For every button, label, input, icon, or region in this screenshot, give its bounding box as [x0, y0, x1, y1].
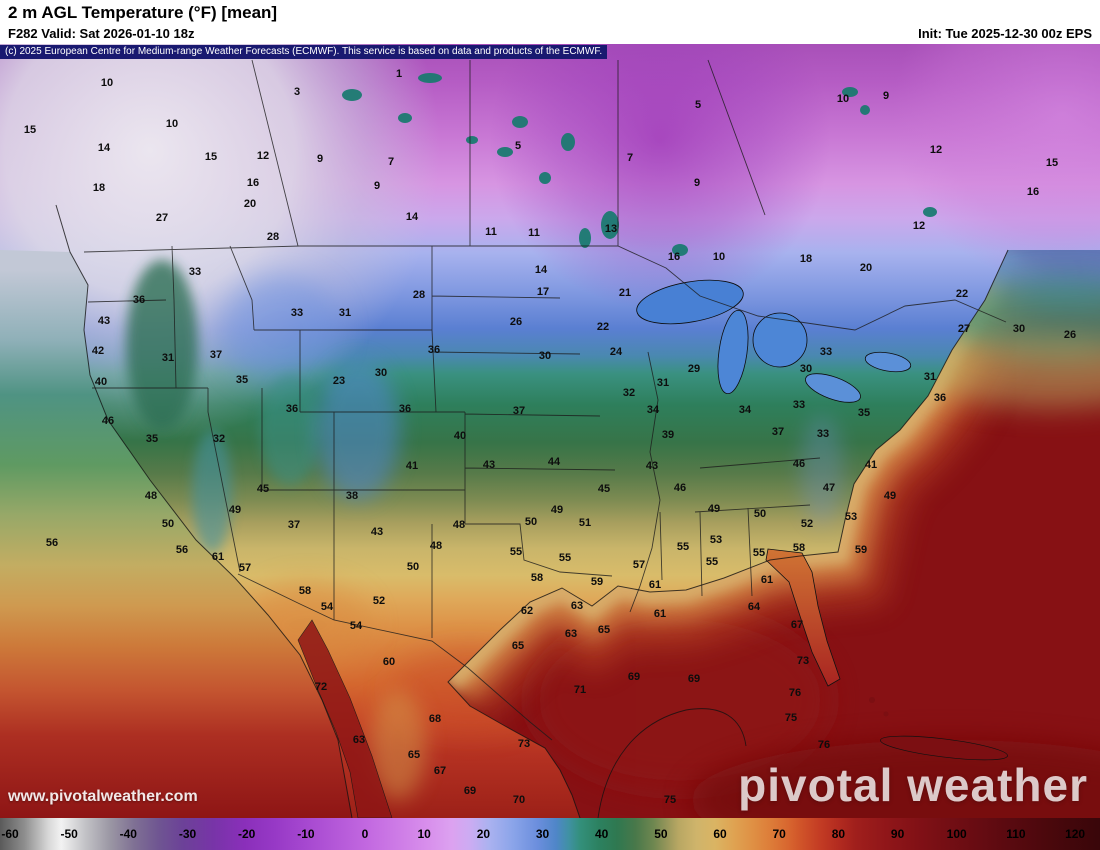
- map-area: (c) 2025 European Centre for Medium-rang…: [0, 44, 1100, 818]
- colorbar-tick: -30: [178, 827, 197, 841]
- colorbar-tick: -50: [60, 827, 78, 841]
- colorbar-tick: 0: [361, 827, 369, 841]
- colorbar-tick: -40: [119, 827, 137, 841]
- northern-lakes: [342, 73, 937, 256]
- colorbar-gradient: [0, 818, 1100, 850]
- init-time: Init: Tue 2025-12-30 00z EPS: [918, 26, 1092, 41]
- colorbar-tick: 10: [417, 827, 431, 841]
- colorbar-tick: 20: [476, 827, 491, 841]
- copyright-bar: (c) 2025 European Centre for Medium-rang…: [0, 45, 608, 59]
- colorbar-tick: -10: [297, 827, 315, 841]
- state-borders: [83, 59, 1007, 741]
- colorbar-tick: 30: [535, 827, 550, 841]
- pacific-ocean: [0, 250, 393, 818]
- watermark-brand: pivotal weather: [738, 759, 1088, 811]
- colorbar-tick: 110: [1006, 827, 1026, 841]
- colorbar-tick: 100: [946, 827, 967, 841]
- colorbar-tick: 60: [713, 827, 727, 841]
- valid-time: F282 Valid: Sat 2026-01-10 18z: [8, 26, 195, 41]
- great-lakes: [636, 279, 912, 403]
- southern-land: [597, 548, 1008, 818]
- colorbar-ticks: -60 -50 -40 -30 -20 -10 0 10 20 30 40 50 60 70 80 90 100…: [0, 818, 1100, 850]
- colorbar-tick: -20: [238, 827, 256, 841]
- colorbar: -60 -50 -40 -30 -20 -10 0 10 20 30 40 50 60 70 80 90 100…: [0, 818, 1100, 850]
- coastlines: [55, 204, 1009, 818]
- colorbar-tick: 90: [890, 827, 905, 841]
- colorbar-tick: -60: [1, 827, 19, 841]
- colorbar-tick: 50: [654, 827, 668, 841]
- colorbar-tick: 120: [1065, 827, 1086, 841]
- colorbar-tick: 70: [772, 827, 786, 841]
- forecast-time-row: F282 Valid: Sat 2026-01-10 18z Init: Tue…: [0, 26, 1100, 44]
- colorbar-tick: 40: [595, 827, 609, 841]
- watermark-url: www.pivotalweather.com: [8, 788, 198, 805]
- colorbar-tick: 80: [831, 827, 846, 841]
- page-title: 2 m AGL Temperature (°F) [mean]: [8, 3, 278, 22]
- temperature-map: [0, 44, 1100, 818]
